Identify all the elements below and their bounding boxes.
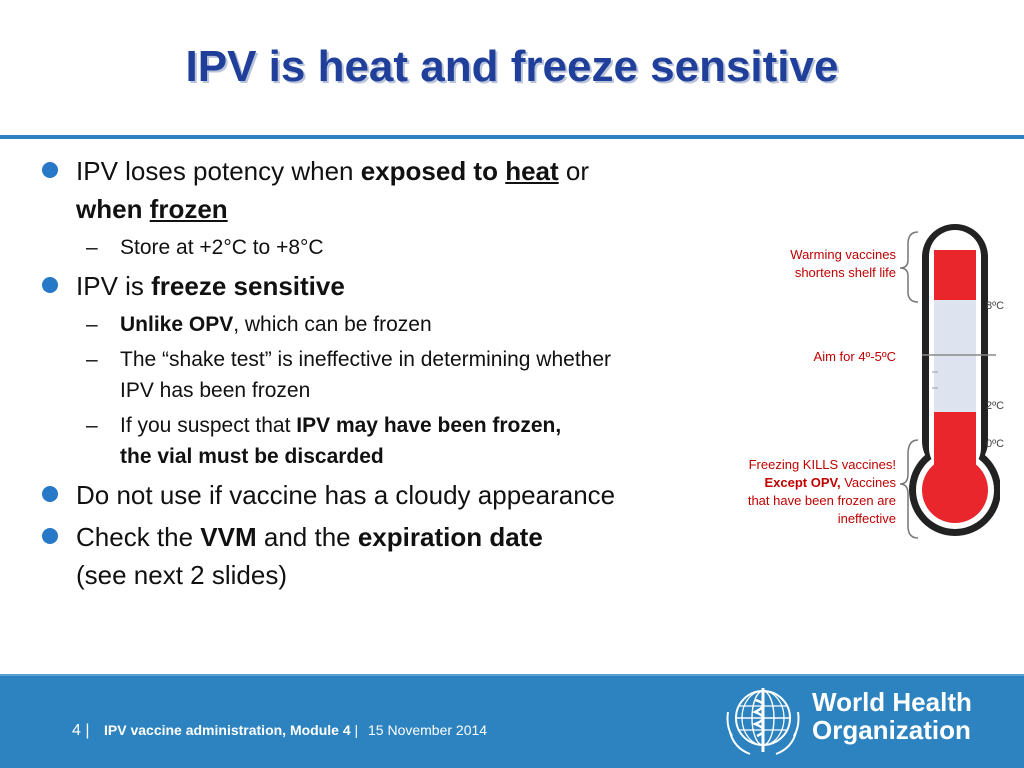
bullet-text: (see next 2 slides) bbox=[76, 560, 287, 590]
footer-bar bbox=[0, 674, 1024, 768]
bullet-bold: freeze sensitive bbox=[151, 271, 345, 301]
bullet-text: Check the bbox=[76, 522, 201, 552]
bullet-frozen: frozen bbox=[149, 194, 228, 224]
bullet-dot-icon bbox=[42, 162, 58, 178]
who-emblem-icon bbox=[726, 688, 800, 755]
bullet-bold: VVM bbox=[200, 522, 257, 552]
sub-bullet-text: If you suspect that bbox=[120, 414, 297, 437]
label-0c: 0ºC bbox=[986, 438, 1005, 450]
thermometer-figure: Warming vaccines shortens shelf life Aim… bbox=[700, 220, 1004, 550]
aim-note-text: Aim for 4º-5ºC bbox=[813, 349, 896, 364]
sub-bullet-bold: the vial must be discarded bbox=[120, 445, 384, 468]
label-2c: 2ºC bbox=[986, 400, 1005, 412]
bullet-dot-icon bbox=[42, 528, 58, 544]
who-wordmark-line: World Health bbox=[812, 687, 972, 717]
sub-bullet-shake-test: – The “shake test” is ineffective in det… bbox=[40, 344, 740, 406]
bullet-text: or bbox=[558, 156, 590, 186]
warming-note-line: shortens shelf life bbox=[794, 265, 896, 280]
bullet-freeze-sensitive: IPV is freeze sensitive bbox=[40, 267, 740, 305]
presentation-date: 15 November 2014 bbox=[368, 722, 488, 738]
page-number: 4 | bbox=[72, 722, 90, 740]
freezing-note-line: ineffective bbox=[837, 511, 896, 526]
freezing-note-bold: Except OPV, bbox=[764, 475, 841, 490]
sub-bullet-storage: – Store at +2°C to +8°C bbox=[40, 232, 740, 263]
dash-icon: – bbox=[86, 414, 98, 437]
bullet-bold: exposed to bbox=[360, 156, 506, 186]
bullet-text: Do not use if vaccine has a cloudy appea… bbox=[76, 480, 616, 510]
separator: | bbox=[80, 722, 90, 739]
bullet-text: IPV is bbox=[76, 271, 152, 301]
freezing-note-line: Vaccines bbox=[840, 475, 896, 490]
bullet-bold: expiration date bbox=[357, 522, 543, 552]
sub-bullet-opv: – Unlike OPV, which can be frozen bbox=[40, 309, 740, 340]
bullet-text: and the bbox=[256, 522, 358, 552]
bullet-potency: IPV loses potency when exposed to heat o… bbox=[40, 152, 740, 228]
sub-bullet-text: Store at +2°C to +8°C bbox=[120, 236, 324, 259]
sub-bullet-bold: Unlike OPV bbox=[120, 313, 234, 336]
module-name-text: IPV vaccine administration, Module 4 bbox=[104, 722, 351, 738]
sub-bullet-text: The “shake test” is ineffective in deter… bbox=[120, 348, 612, 371]
bullet-text: IPV loses potency when bbox=[76, 156, 361, 186]
sub-bullet-text: , which can be frozen bbox=[233, 313, 432, 336]
who-wordmark: World Health Organization bbox=[812, 688, 972, 744]
sub-bullet-discard: – If you suspect that IPV may have been … bbox=[40, 410, 740, 472]
aim-note: Aim for 4º-5ºC bbox=[700, 348, 896, 366]
thermometer-icon bbox=[899, 224, 1001, 539]
separator: | bbox=[350, 722, 359, 738]
bullet-check-vvm: Check the VVM and the expiration date (s… bbox=[40, 518, 740, 594]
who-wordmark-line: Organization bbox=[812, 715, 971, 745]
sub-bullet-bold: IPV may have been frozen, bbox=[296, 414, 562, 437]
slide-title: IPV is heat and freeze sensitive bbox=[185, 42, 839, 91]
module-name: IPV vaccine administration, Module 4 | bbox=[104, 722, 358, 738]
footer-divider bbox=[0, 674, 1024, 676]
label-8c: 8ºC bbox=[986, 300, 1005, 312]
dash-icon: – bbox=[86, 313, 98, 336]
freezing-note-line: Freezing KILLS vaccines! bbox=[748, 457, 896, 472]
title-divider bbox=[0, 135, 1024, 139]
warming-note-line: Warming vaccines bbox=[790, 247, 896, 262]
dash-icon: – bbox=[86, 236, 98, 259]
dash-icon: – bbox=[86, 348, 98, 371]
freezing-note: Freezing KILLS vaccines! Except OPV, Vac… bbox=[700, 456, 896, 528]
bullet-dot-icon bbox=[42, 277, 58, 293]
bullet-list: IPV loses potency when exposed to heat o… bbox=[40, 152, 740, 598]
sub-bullet-text: IPV has been frozen bbox=[120, 379, 311, 402]
bullet-cloudy: Do not use if vaccine has a cloudy appea… bbox=[40, 476, 740, 514]
warming-note: Warming vaccines shortens shelf life bbox=[700, 246, 896, 282]
page-number-text: 4 bbox=[72, 722, 81, 739]
freezing-note-line: that have been frozen are bbox=[747, 493, 896, 508]
bullet-dot-icon bbox=[42, 486, 58, 502]
bullet-bold: when bbox=[76, 194, 150, 224]
bullet-heat: heat bbox=[505, 156, 559, 186]
